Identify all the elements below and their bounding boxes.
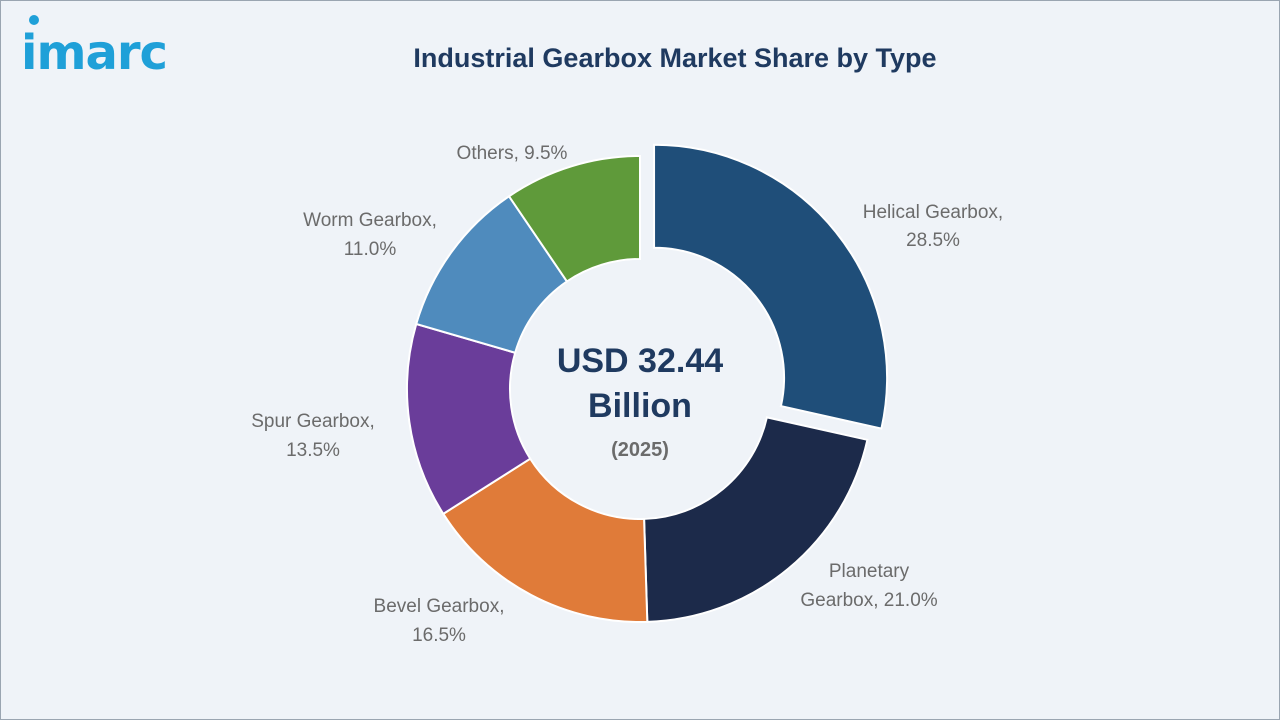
- slice-helical: [653, 143, 889, 430]
- center-year: (2025): [611, 439, 669, 461]
- chart-title: Industrial Gearbox Market Share by Type: [413, 43, 937, 73]
- donut-slices: [406, 143, 889, 623]
- label-spur-line1: Spur Gearbox,: [251, 411, 375, 432]
- center-total-line1: USD 32.44: [557, 342, 723, 380]
- logo-dot: [29, 15, 39, 25]
- label-worm-line2: 11.0%: [344, 239, 397, 260]
- label-bevel-line2: 16.5%: [412, 625, 466, 646]
- label-others: Others, 9.5%: [457, 143, 568, 164]
- slice-planetary: [643, 416, 869, 623]
- label-planetary-line2: Gearbox, 21.0%: [800, 590, 937, 611]
- center-total-line2: Billion: [588, 387, 692, 425]
- imarc-logo: imarc: [21, 25, 168, 81]
- label-bevel-line1: Bevel Gearbox,: [374, 596, 505, 617]
- label-spur-line2: 13.5%: [286, 440, 340, 461]
- label-helical-line2: 28.5%: [906, 230, 960, 251]
- slice-others: [507, 154, 641, 283]
- label-planetary-line1: Planetary: [829, 561, 910, 582]
- donut-hole: [511, 260, 769, 518]
- label-helical-line1: Helical Gearbox,: [863, 202, 1003, 223]
- label-worm-line1: Worm Gearbox,: [303, 210, 437, 231]
